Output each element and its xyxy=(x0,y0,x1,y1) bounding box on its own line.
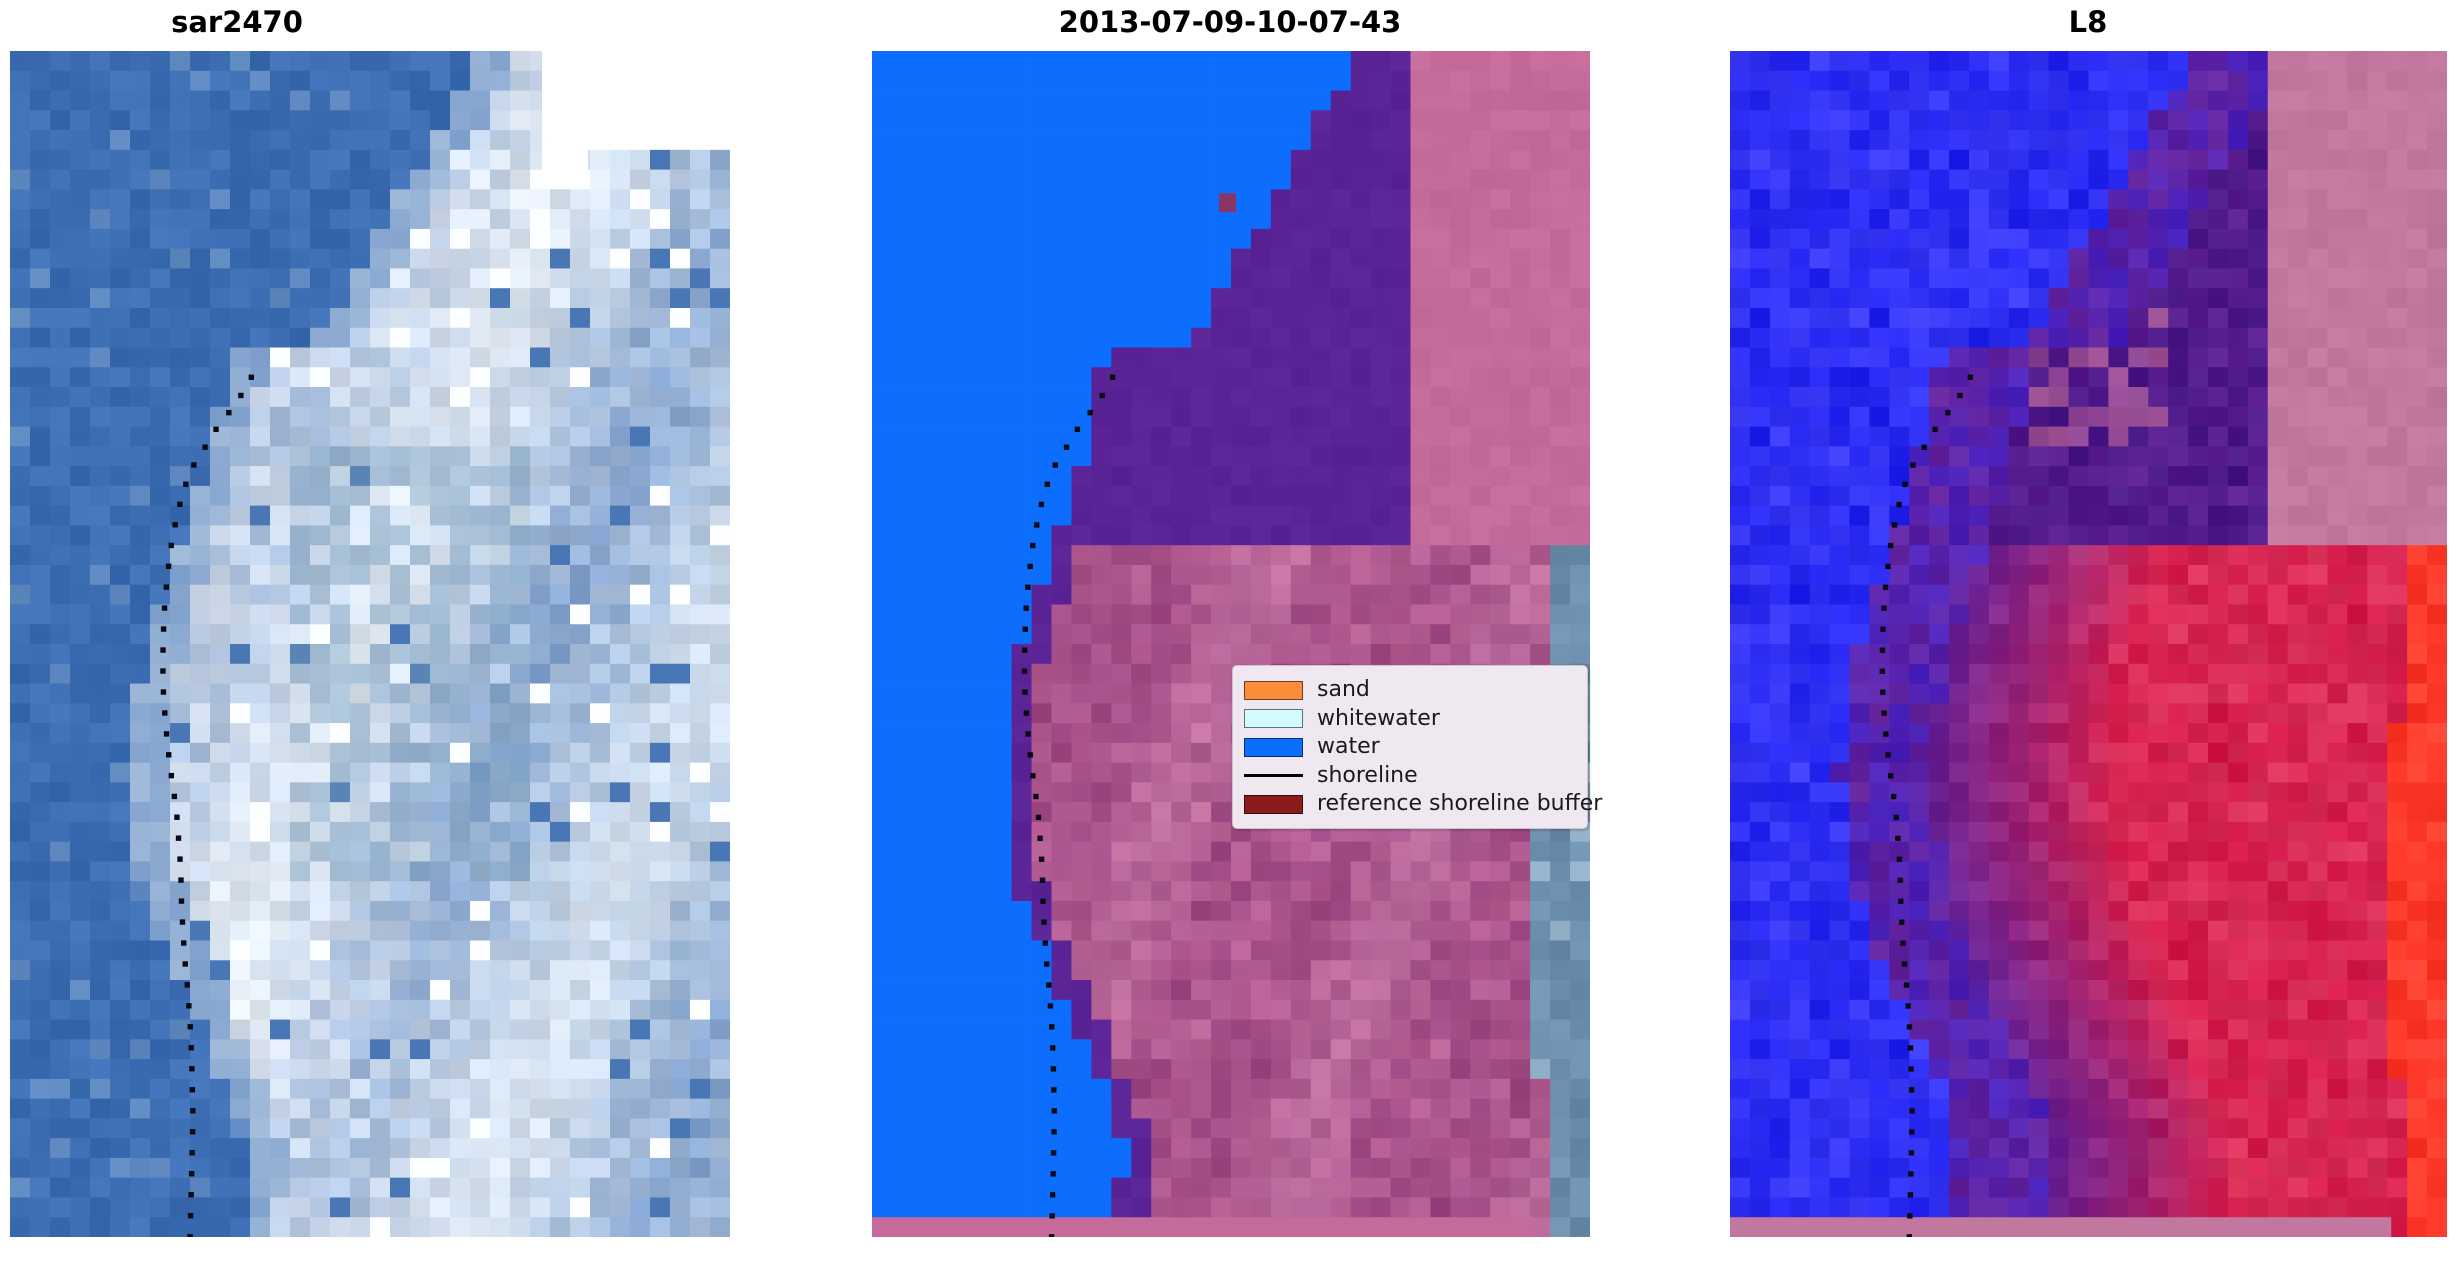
legend-item-shoreline[interactable]: shoreline xyxy=(1244,762,1575,790)
classified-raster xyxy=(872,51,1590,1237)
legend-item-whitewater[interactable]: whitewater xyxy=(1244,705,1575,733)
panel-sar-image[interactable] xyxy=(10,51,730,1237)
legend-item-water[interactable]: water xyxy=(1244,733,1575,761)
legend-box: sand whitewater water shoreline referenc… xyxy=(1232,665,1602,829)
legend-item-reference-buffer[interactable]: reference shoreline buffer xyxy=(1244,790,1602,818)
panel-title-classified: 2013-07-09-10-07-43 xyxy=(1058,5,1402,39)
legend-label-whitewater: whitewater xyxy=(1317,705,1440,731)
panel-classified-image[interactable] xyxy=(872,51,1590,1237)
panel-l8-image[interactable] xyxy=(1730,51,2447,1237)
sand-swatch xyxy=(1244,680,1303,700)
water-swatch xyxy=(1244,737,1303,757)
legend-item-sand[interactable]: sand xyxy=(1244,676,1575,704)
panel-title-l8: L8 xyxy=(2068,5,2108,39)
l8-raster xyxy=(1730,51,2447,1237)
sar-raster xyxy=(10,51,730,1237)
shoreline-line xyxy=(1244,766,1303,785)
whitewater-swatch xyxy=(1244,709,1303,728)
legend-label-sand: sand xyxy=(1317,677,1370,702)
legend-label-reference-buffer: reference shoreline buffer xyxy=(1317,791,1603,816)
reference-buffer-swatch xyxy=(1244,794,1303,814)
panel-title-sar: sar2470 xyxy=(171,5,303,39)
legend-label-shoreline: shoreline xyxy=(1317,762,1418,788)
legend-label-water: water xyxy=(1317,734,1380,759)
